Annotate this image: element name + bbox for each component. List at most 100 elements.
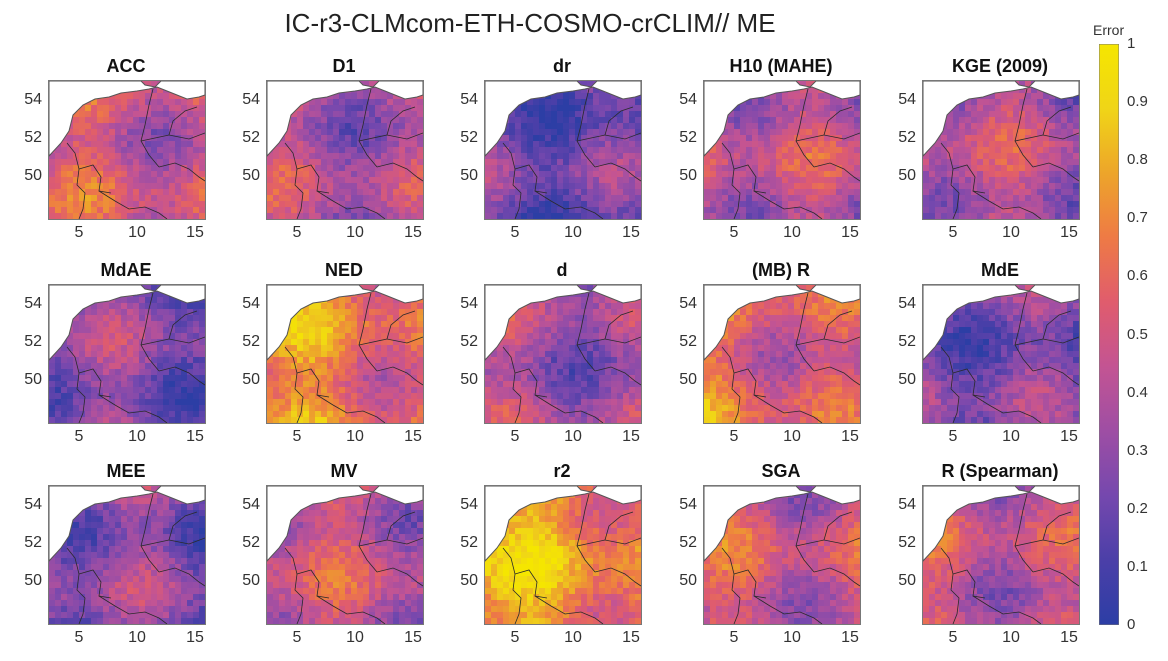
- error-heatmap: [267, 285, 423, 423]
- x-tick-label: 10: [777, 629, 807, 647]
- map-frame: [922, 485, 1080, 625]
- y-tick-label: 52: [446, 534, 478, 552]
- x-tick-label: 5: [64, 224, 94, 242]
- error-heatmap: [704, 81, 860, 219]
- y-tick-label: 50: [665, 572, 697, 590]
- map-frame: [48, 284, 206, 424]
- y-tick-label: 50: [10, 167, 42, 185]
- x-tick-label: 5: [64, 428, 94, 446]
- panel-title: d: [484, 260, 640, 281]
- x-tick-label: 5: [938, 224, 968, 242]
- colorbar-label: Error: [1093, 22, 1124, 38]
- x-tick-label: 5: [938, 629, 968, 647]
- panel-title: H10 (MAHE): [703, 56, 859, 77]
- x-tick-label: 10: [558, 428, 588, 446]
- x-tick-label: 15: [1054, 428, 1084, 446]
- colorbar-tick: 0.3: [1127, 442, 1148, 459]
- x-tick-label: 15: [835, 629, 865, 647]
- panel-title: R (Spearman): [922, 461, 1078, 482]
- x-tick-label: 15: [180, 428, 210, 446]
- colorbar-tick: 0.8: [1127, 151, 1148, 168]
- map-frame: [703, 284, 861, 424]
- error-heatmap: [923, 81, 1079, 219]
- error-heatmap: [267, 81, 423, 219]
- x-tick-label: 10: [122, 428, 152, 446]
- colorbar-tick: 0.9: [1127, 93, 1148, 110]
- y-tick-label: 50: [446, 371, 478, 389]
- y-tick-label: 54: [446, 496, 478, 514]
- y-tick-label: 52: [228, 333, 260, 351]
- figure-title: IC-r3-CLMcom-ETH-COSMO-crCLIM// ME: [0, 8, 1060, 39]
- error-heatmap: [485, 81, 641, 219]
- y-tick-label: 52: [10, 129, 42, 147]
- y-tick-label: 52: [665, 534, 697, 552]
- y-tick-label: 50: [10, 371, 42, 389]
- error-heatmap: [485, 285, 641, 423]
- colorbar-tick: 0.1: [1127, 558, 1148, 575]
- y-tick-label: 52: [228, 129, 260, 147]
- map-frame: [703, 485, 861, 625]
- x-tick-label: 10: [340, 224, 370, 242]
- colorbar-tick: 0.7: [1127, 209, 1148, 226]
- x-tick-label: 15: [398, 428, 428, 446]
- x-tick-label: 5: [719, 224, 749, 242]
- map-frame: [484, 485, 642, 625]
- x-tick-label: 5: [938, 428, 968, 446]
- y-tick-label: 52: [884, 534, 916, 552]
- x-tick-label: 5: [282, 224, 312, 242]
- map-frame: [48, 485, 206, 625]
- x-tick-label: 15: [616, 629, 646, 647]
- y-tick-label: 54: [228, 496, 260, 514]
- y-tick-label: 50: [665, 167, 697, 185]
- x-tick-label: 10: [558, 224, 588, 242]
- x-tick-label: 10: [558, 629, 588, 647]
- panel-title: r2: [484, 461, 640, 482]
- error-heatmap: [49, 81, 205, 219]
- x-tick-label: 10: [122, 224, 152, 242]
- y-tick-label: 54: [884, 496, 916, 514]
- x-tick-label: 5: [500, 224, 530, 242]
- y-tick-label: 54: [228, 91, 260, 109]
- y-tick-label: 52: [884, 129, 916, 147]
- x-tick-label: 15: [616, 428, 646, 446]
- y-tick-label: 50: [446, 167, 478, 185]
- y-tick-label: 54: [10, 496, 42, 514]
- colorbar-tick: 0.5: [1127, 326, 1148, 343]
- y-tick-label: 54: [228, 295, 260, 313]
- y-tick-label: 54: [884, 91, 916, 109]
- x-tick-label: 5: [282, 629, 312, 647]
- x-tick-label: 15: [835, 428, 865, 446]
- map-frame: [484, 80, 642, 220]
- error-heatmap: [49, 285, 205, 423]
- x-tick-label: 15: [398, 224, 428, 242]
- x-tick-label: 5: [500, 629, 530, 647]
- error-heatmap: [923, 486, 1079, 624]
- y-tick-label: 52: [884, 333, 916, 351]
- colorbar: [1099, 44, 1119, 625]
- panel-title: MdAE: [48, 260, 204, 281]
- y-tick-label: 54: [665, 91, 697, 109]
- y-tick-label: 52: [665, 129, 697, 147]
- panel-title: MdE: [922, 260, 1078, 281]
- x-tick-label: 10: [996, 428, 1026, 446]
- x-tick-label: 10: [340, 428, 370, 446]
- y-tick-label: 52: [665, 333, 697, 351]
- error-heatmap: [49, 486, 205, 624]
- map-panel: MdE 54 52 50 5 10 15: [884, 260, 1094, 460]
- y-tick-label: 50: [884, 371, 916, 389]
- colorbar-tick: 0.4: [1127, 384, 1148, 401]
- y-tick-label: 50: [228, 572, 260, 590]
- x-tick-label: 15: [835, 224, 865, 242]
- panel-title: dr: [484, 56, 640, 77]
- y-tick-label: 54: [446, 295, 478, 313]
- y-tick-label: 54: [884, 295, 916, 313]
- colorbar-tick: 0.6: [1127, 267, 1148, 284]
- error-heatmap: [267, 486, 423, 624]
